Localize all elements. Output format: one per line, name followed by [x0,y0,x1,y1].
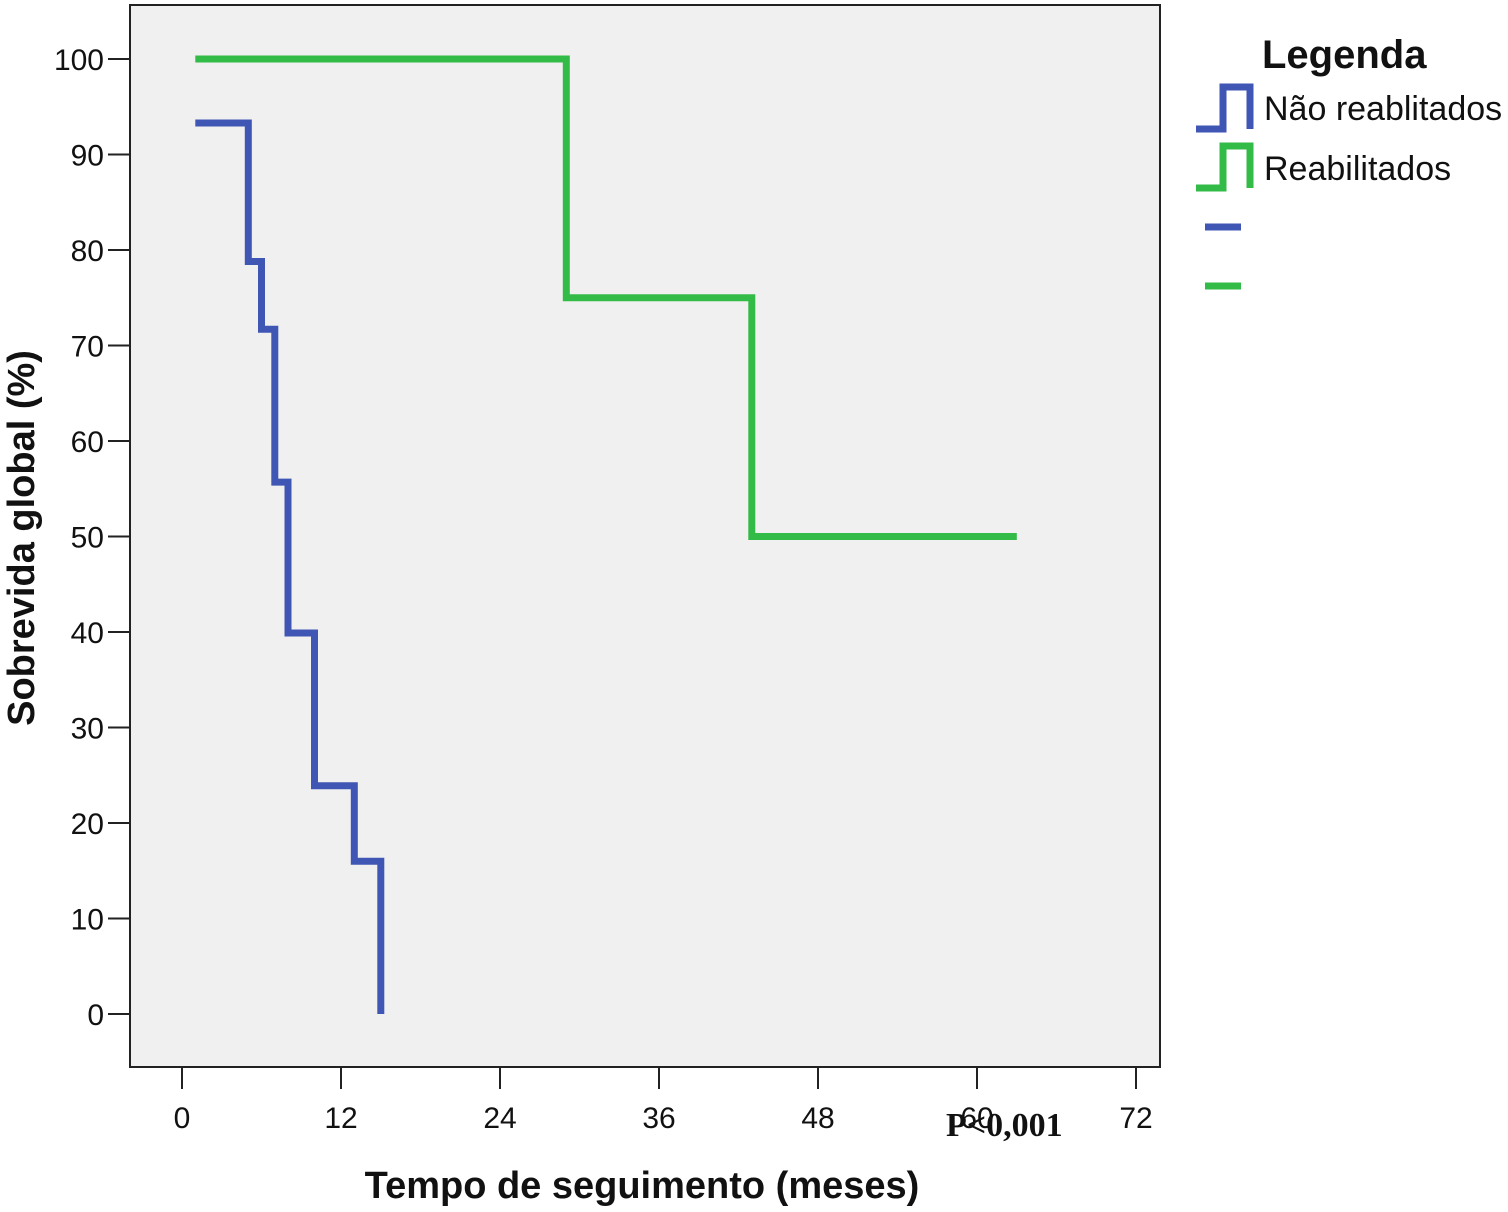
x-axis: 0 12 24 36 48 60 72 [174,1067,1153,1135]
y-axis-title: Sobrevida global (%) [1,350,43,726]
x-axis-title: Tempo de seguimento (meses) [365,1165,920,1207]
y-tick-label-40: 40 [71,617,104,650]
series-line-nao-reablitados [195,119,385,1014]
x-tick-label-0: 0 [174,1102,191,1135]
x-tick-label-72: 72 [1119,1102,1152,1135]
y-tick-label-50: 50 [71,522,104,555]
x-tick-label-60: 60 [960,1102,993,1135]
legend-label-reabilitados: Reabilitados [1264,150,1451,188]
y-tick-label-80: 80 [71,235,104,268]
y-axis: 0 10 20 30 40 50 60 70 80 90 100 [54,44,130,1032]
y-tick-label-70: 70 [71,331,104,364]
y-tick-label-20: 20 [71,808,104,841]
x-tick-label-48: 48 [801,1102,834,1135]
legend-label-nao-reablitados: Não reablitados [1264,90,1502,128]
series-line-reabilitados [195,55,1017,540]
x-tick-label-36: 36 [642,1102,675,1135]
legend-symbol-nao-reablitados [1196,83,1254,133]
y-tick-label-90: 90 [71,140,104,173]
legend-symbol-reabilitados [1196,142,1254,192]
y-tick-label-10: 10 [71,904,104,937]
series-layer [195,55,1017,1014]
x-tick-label-12: 12 [324,1102,357,1135]
legend: Legenda Não reablitados Reabilitados [1196,33,1502,290]
y-tick-label-60: 60 [71,426,104,459]
x-tick-label-24: 24 [483,1102,516,1135]
y-tick-label-30: 30 [71,713,104,746]
p-value-annotation: P<0,001 [946,1107,1063,1144]
y-tick-label-100: 100 [54,44,104,77]
legend-title: Legenda [1262,33,1427,77]
y-tick-label-0: 0 [87,999,104,1032]
